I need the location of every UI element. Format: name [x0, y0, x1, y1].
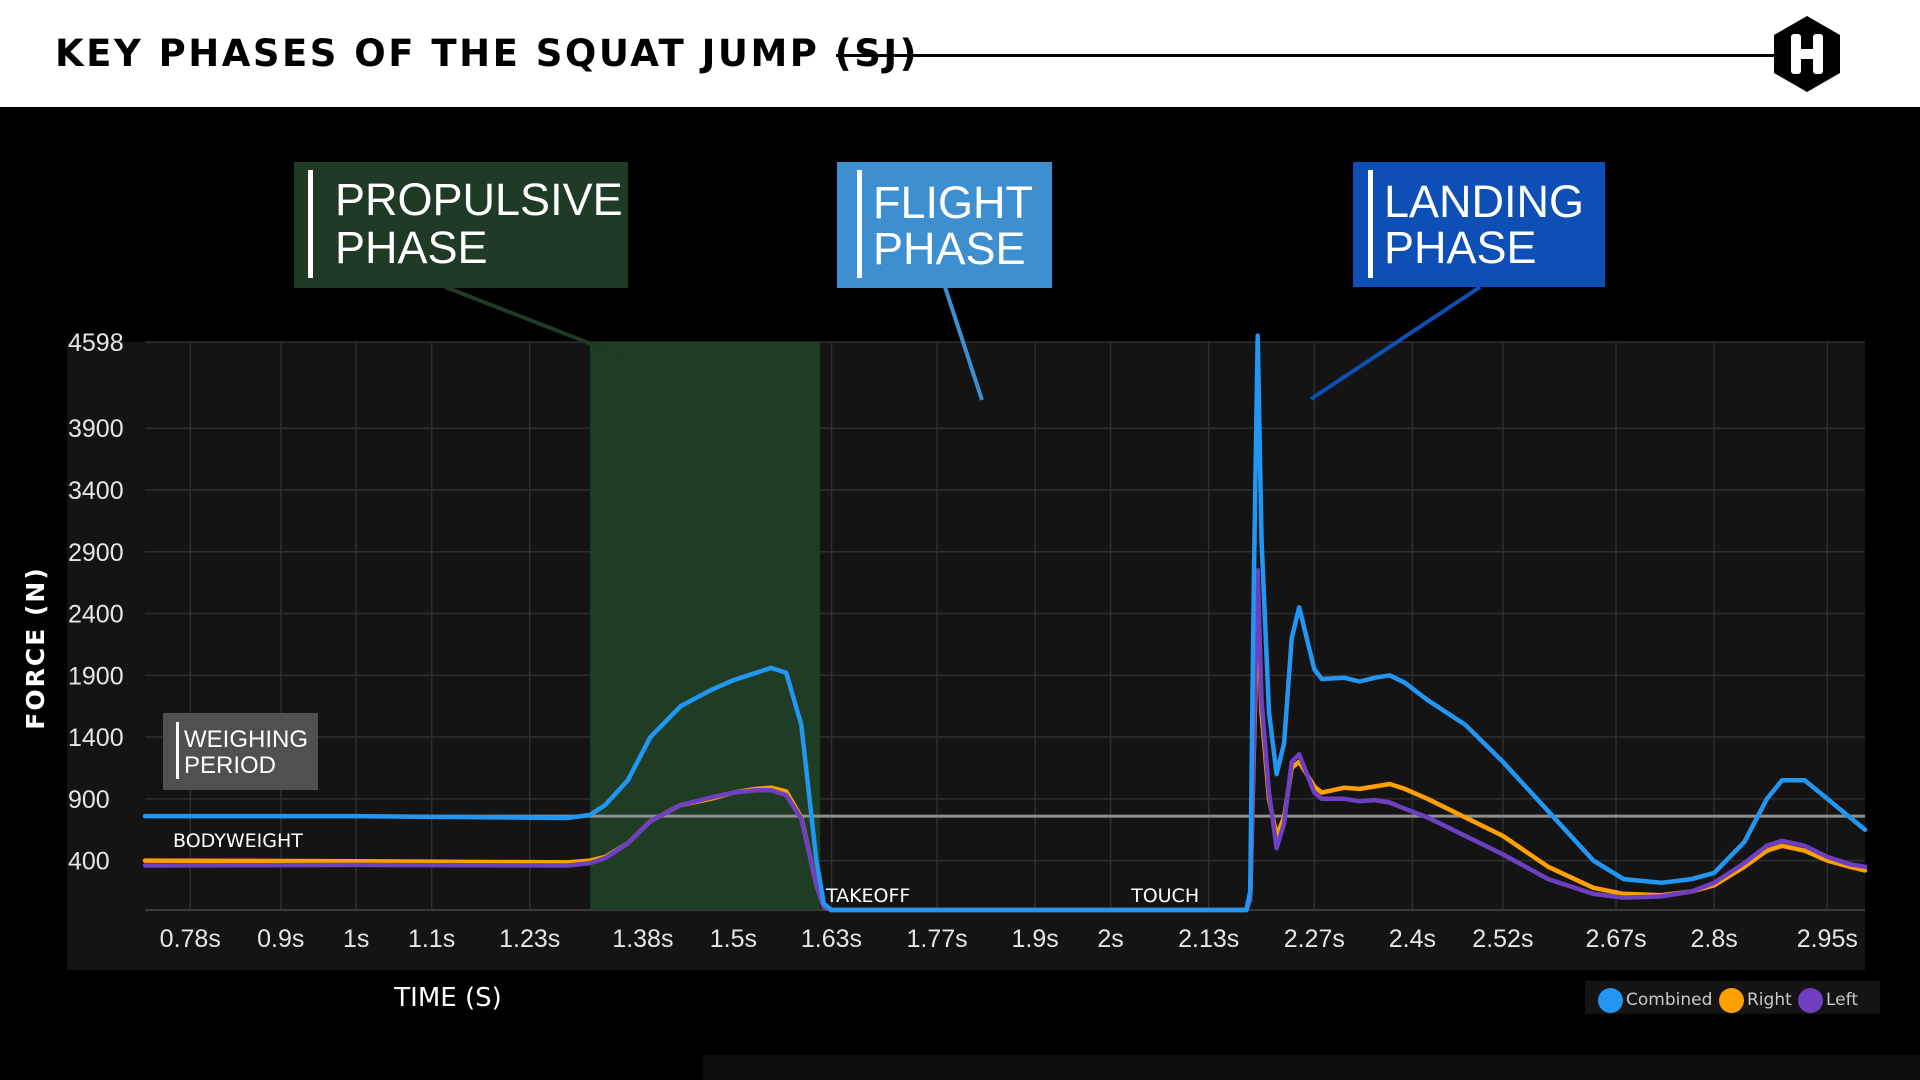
bodyweight-label: BODYWEIGHT: [173, 830, 303, 852]
propulsive-phase-band: [590, 342, 821, 910]
y-tick-label: 1400: [68, 724, 124, 752]
y-axis-label: FORCE (N): [21, 566, 50, 729]
x-tick-label: 1.1s: [408, 925, 455, 953]
x-tick-label: 2.8s: [1690, 925, 1737, 953]
page-title: KEY PHASES OF THE SQUAT JUMP (SJ): [55, 32, 920, 75]
landing-box-bar: [1368, 170, 1373, 278]
x-tick-label: 2.4s: [1389, 925, 1436, 953]
x-tick-label: 1.77s: [907, 925, 968, 953]
landing-phase-line-2: PHASE: [1384, 222, 1537, 273]
x-tick-label: 2.27s: [1284, 925, 1345, 953]
x-tick-label: 1s: [343, 925, 369, 953]
y-tick-label: 1900: [68, 662, 124, 690]
x-tick-label: 2.95s: [1797, 925, 1858, 953]
legend-dot-left-icon: [1798, 987, 1823, 1013]
propulsive-phase-box: [294, 162, 628, 288]
x-tick-label: 0.9s: [257, 925, 304, 953]
bottom-strip: [703, 1055, 1920, 1080]
ticks-layer: 400 900 1400 1900 2400 2900 3400 3900 4598 0.78s 0…: [68, 329, 1858, 953]
x-tick-label: 2s: [1097, 925, 1123, 953]
x-tick-label: 2.67s: [1585, 925, 1646, 953]
squat-jump-chart: 400 900 1400 1900 2400 2900 3400 3900 4598 0.78s 0…: [21, 162, 1868, 1013]
legend-label-left: Left: [1826, 990, 1858, 1010]
series-layer: [142, 333, 1868, 913]
propulsive-phase-line-2: PHASE: [335, 222, 488, 273]
touch-label: TOUCH: [1130, 885, 1199, 907]
legend-label-right: Right: [1747, 990, 1792, 1010]
y-tick-label: 400: [68, 848, 110, 876]
x-tick-label: 1.63s: [801, 925, 862, 953]
x-tick-label: 2.13s: [1178, 925, 1239, 953]
y-tick-label: 2900: [68, 539, 124, 567]
landing-phase-box: [1353, 162, 1605, 287]
y-tick-label: 4598: [68, 329, 124, 357]
legend-dot-combined-icon: [1598, 987, 1623, 1013]
y-tick-label: 3400: [68, 477, 124, 505]
x-tick-label: 1.23s: [499, 925, 560, 953]
x-axis-label: TIME (S): [393, 983, 501, 1013]
landing-phase-line-1: LANDING: [1384, 176, 1584, 227]
legend-item-left: Left: [1798, 987, 1858, 1013]
flight-box-bar: [857, 170, 862, 278]
weighing-box-bar: [176, 722, 179, 779]
series-combined-line: [142, 333, 1868, 913]
weighing-period-line-2: PERIOD: [184, 752, 276, 779]
y-tick-label: 2400: [68, 601, 124, 629]
flight-phase-box: [837, 162, 1052, 288]
propulsive-phase-line-1: PROPULSIVE: [335, 174, 623, 225]
header-bar: KEY PHASES OF THE SQUAT JUMP (SJ): [0, 0, 1920, 107]
legend-item-combined: Combined: [1598, 987, 1713, 1013]
x-tick-label: 0.78s: [160, 925, 221, 953]
x-tick-label: 1.38s: [612, 925, 673, 953]
landing-leader: [1309, 285, 1482, 401]
plot-panel: [67, 342, 1865, 970]
flight-leader: [943, 286, 984, 401]
x-tick-label: 2.52s: [1472, 925, 1533, 953]
legend-label-combined: Combined: [1626, 990, 1713, 1010]
x-tick-label: 1.5s: [710, 925, 757, 953]
propulsive-box-bar: [308, 170, 313, 278]
weighing-period-line-1: WEIGHING: [184, 726, 308, 753]
legend-dot-right-icon: [1719, 987, 1744, 1013]
weighing-period-box: [163, 713, 318, 790]
y-tick-label: 3900: [68, 415, 124, 443]
takeoff-label: TAKEOFF: [825, 885, 910, 907]
flight-phase-line-2: PHASE: [873, 223, 1026, 274]
hawkin-logo-icon: [1774, 16, 1840, 92]
flight-phase-line-1: FLIGHT: [873, 177, 1033, 228]
legend-item-right: Right: [1719, 987, 1792, 1013]
x-tick-label: 1.9s: [1012, 925, 1059, 953]
series-left-line: [142, 568, 1868, 913]
propulsive-leader: [444, 285, 626, 359]
title-rule: [836, 54, 1776, 57]
y-tick-label: 900: [68, 786, 110, 814]
